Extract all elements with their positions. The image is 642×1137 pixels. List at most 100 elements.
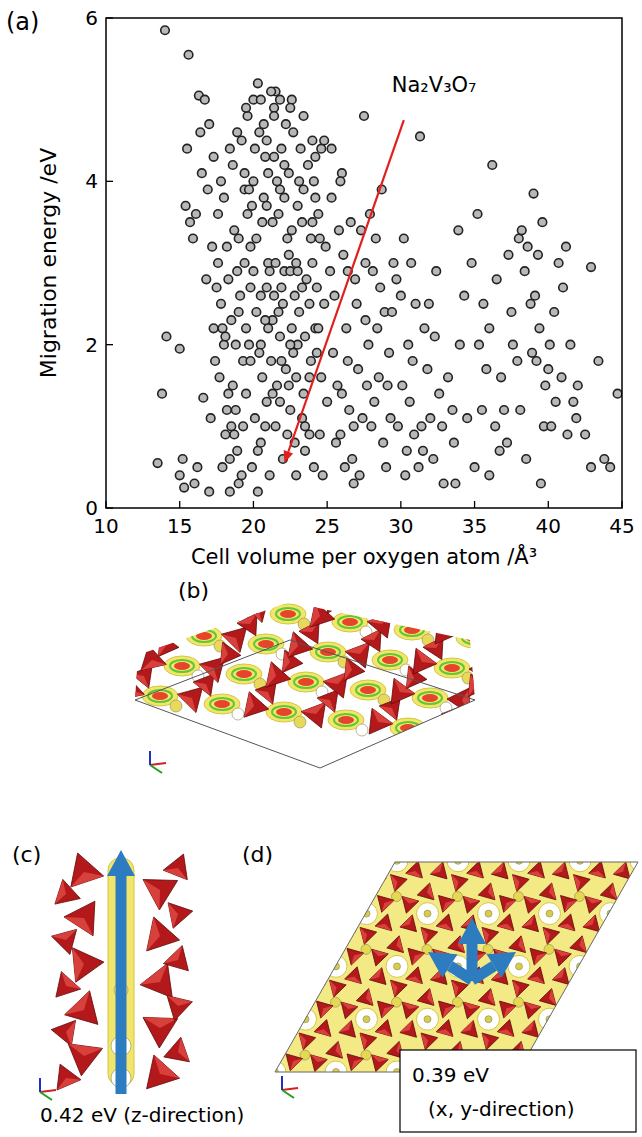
density-edge <box>334 714 358 726</box>
polyhedron <box>439 896 456 913</box>
pore <box>295 797 317 819</box>
polyhedron <box>389 599 409 622</box>
atom <box>331 892 341 902</box>
polyhedron-face <box>580 936 587 953</box>
atom <box>170 700 182 712</box>
data-point <box>203 185 212 194</box>
polyhedron <box>391 875 408 892</box>
polyhedron-face <box>549 989 556 1006</box>
polyhedron-face <box>351 847 363 859</box>
polyhedron <box>143 1017 178 1048</box>
polyhedron-face <box>308 862 320 874</box>
polyhedron-face <box>55 879 66 904</box>
data-point <box>411 300 420 309</box>
polyhedron <box>570 830 587 847</box>
annotation-text: Na₂V₃O₇ <box>392 73 477 97</box>
x-tick-label: 35 <box>462 514 487 538</box>
data-point <box>181 202 190 211</box>
polyhedron-face <box>339 915 351 927</box>
unit-cell <box>275 862 638 1072</box>
polyhedron <box>561 896 578 913</box>
structure-b <box>119 545 580 774</box>
data-point <box>268 218 277 227</box>
data-point <box>320 136 329 145</box>
data-point <box>257 438 266 447</box>
density-core <box>342 618 358 626</box>
data-point <box>295 177 304 186</box>
polyhedron-face <box>366 883 373 900</box>
polyhedron <box>356 989 373 1006</box>
data-point <box>285 251 294 260</box>
data-point <box>287 95 296 104</box>
polyhedron <box>600 883 617 900</box>
polyhedron-face <box>497 1029 514 1036</box>
data-point <box>230 430 239 439</box>
data-point <box>292 471 301 480</box>
atom <box>524 680 536 692</box>
polyhedron <box>441 706 462 728</box>
polyhedron-face <box>310 602 320 627</box>
density-core <box>444 664 460 672</box>
density-core <box>488 604 504 612</box>
polyhedron-face <box>443 900 455 912</box>
polyhedron-face <box>619 1135 636 1137</box>
polyhedron-face <box>360 927 367 944</box>
atom <box>636 786 642 796</box>
data-point <box>541 381 550 390</box>
structure-c <box>40 850 193 1100</box>
polyhedron-face <box>247 1073 259 1085</box>
polyhedron <box>436 914 453 931</box>
polyhedron <box>387 830 404 847</box>
data-point <box>274 308 283 317</box>
polyhedron <box>158 634 179 656</box>
polyhedron <box>295 777 312 794</box>
density-core <box>298 678 314 686</box>
polyhedron-face <box>440 718 448 744</box>
polyhedron <box>339 809 356 826</box>
polyhedron <box>332 572 357 597</box>
data-point <box>544 365 553 374</box>
atom <box>638 963 642 970</box>
polyhedron <box>622 896 639 913</box>
polyhedron-face <box>178 1037 189 1062</box>
data-point <box>186 218 195 227</box>
data-point <box>423 365 432 374</box>
data-point <box>262 283 271 292</box>
polyhedron-face <box>207 570 232 580</box>
polyhedron-face <box>528 871 545 878</box>
polyhedron-face <box>219 1108 236 1115</box>
data-point <box>255 128 264 137</box>
data-point <box>226 487 235 496</box>
polyhedron-face <box>339 1126 351 1137</box>
data-point <box>383 381 392 390</box>
data-point <box>267 357 276 366</box>
data-point <box>277 144 286 153</box>
polyhedron-face <box>247 968 259 980</box>
data-point <box>214 259 223 268</box>
data-point <box>259 193 268 202</box>
data-point <box>432 267 441 276</box>
polyhedron-face <box>583 915 595 927</box>
data-point <box>311 153 320 162</box>
polyhedron-face <box>314 1135 331 1137</box>
data-point <box>311 193 320 202</box>
polyhedron-face <box>305 883 312 900</box>
data-point <box>239 422 248 431</box>
axis-c <box>149 751 151 765</box>
polyhedron <box>613 862 630 879</box>
data-point <box>444 373 453 382</box>
data-point <box>233 128 242 137</box>
data-point <box>233 267 242 276</box>
polyhedron-face <box>421 822 428 839</box>
data-point <box>460 291 469 300</box>
polyhedron <box>253 1020 270 1037</box>
data-point <box>268 389 277 398</box>
data-point <box>226 144 235 153</box>
polyhedron-face <box>275 830 282 847</box>
data-point <box>313 283 322 292</box>
polyhedron-face <box>580 830 587 847</box>
x-tick <box>474 501 475 508</box>
axis-b <box>150 765 162 773</box>
data-point <box>563 430 572 439</box>
caption: (x, y-direction) <box>428 1097 575 1121</box>
